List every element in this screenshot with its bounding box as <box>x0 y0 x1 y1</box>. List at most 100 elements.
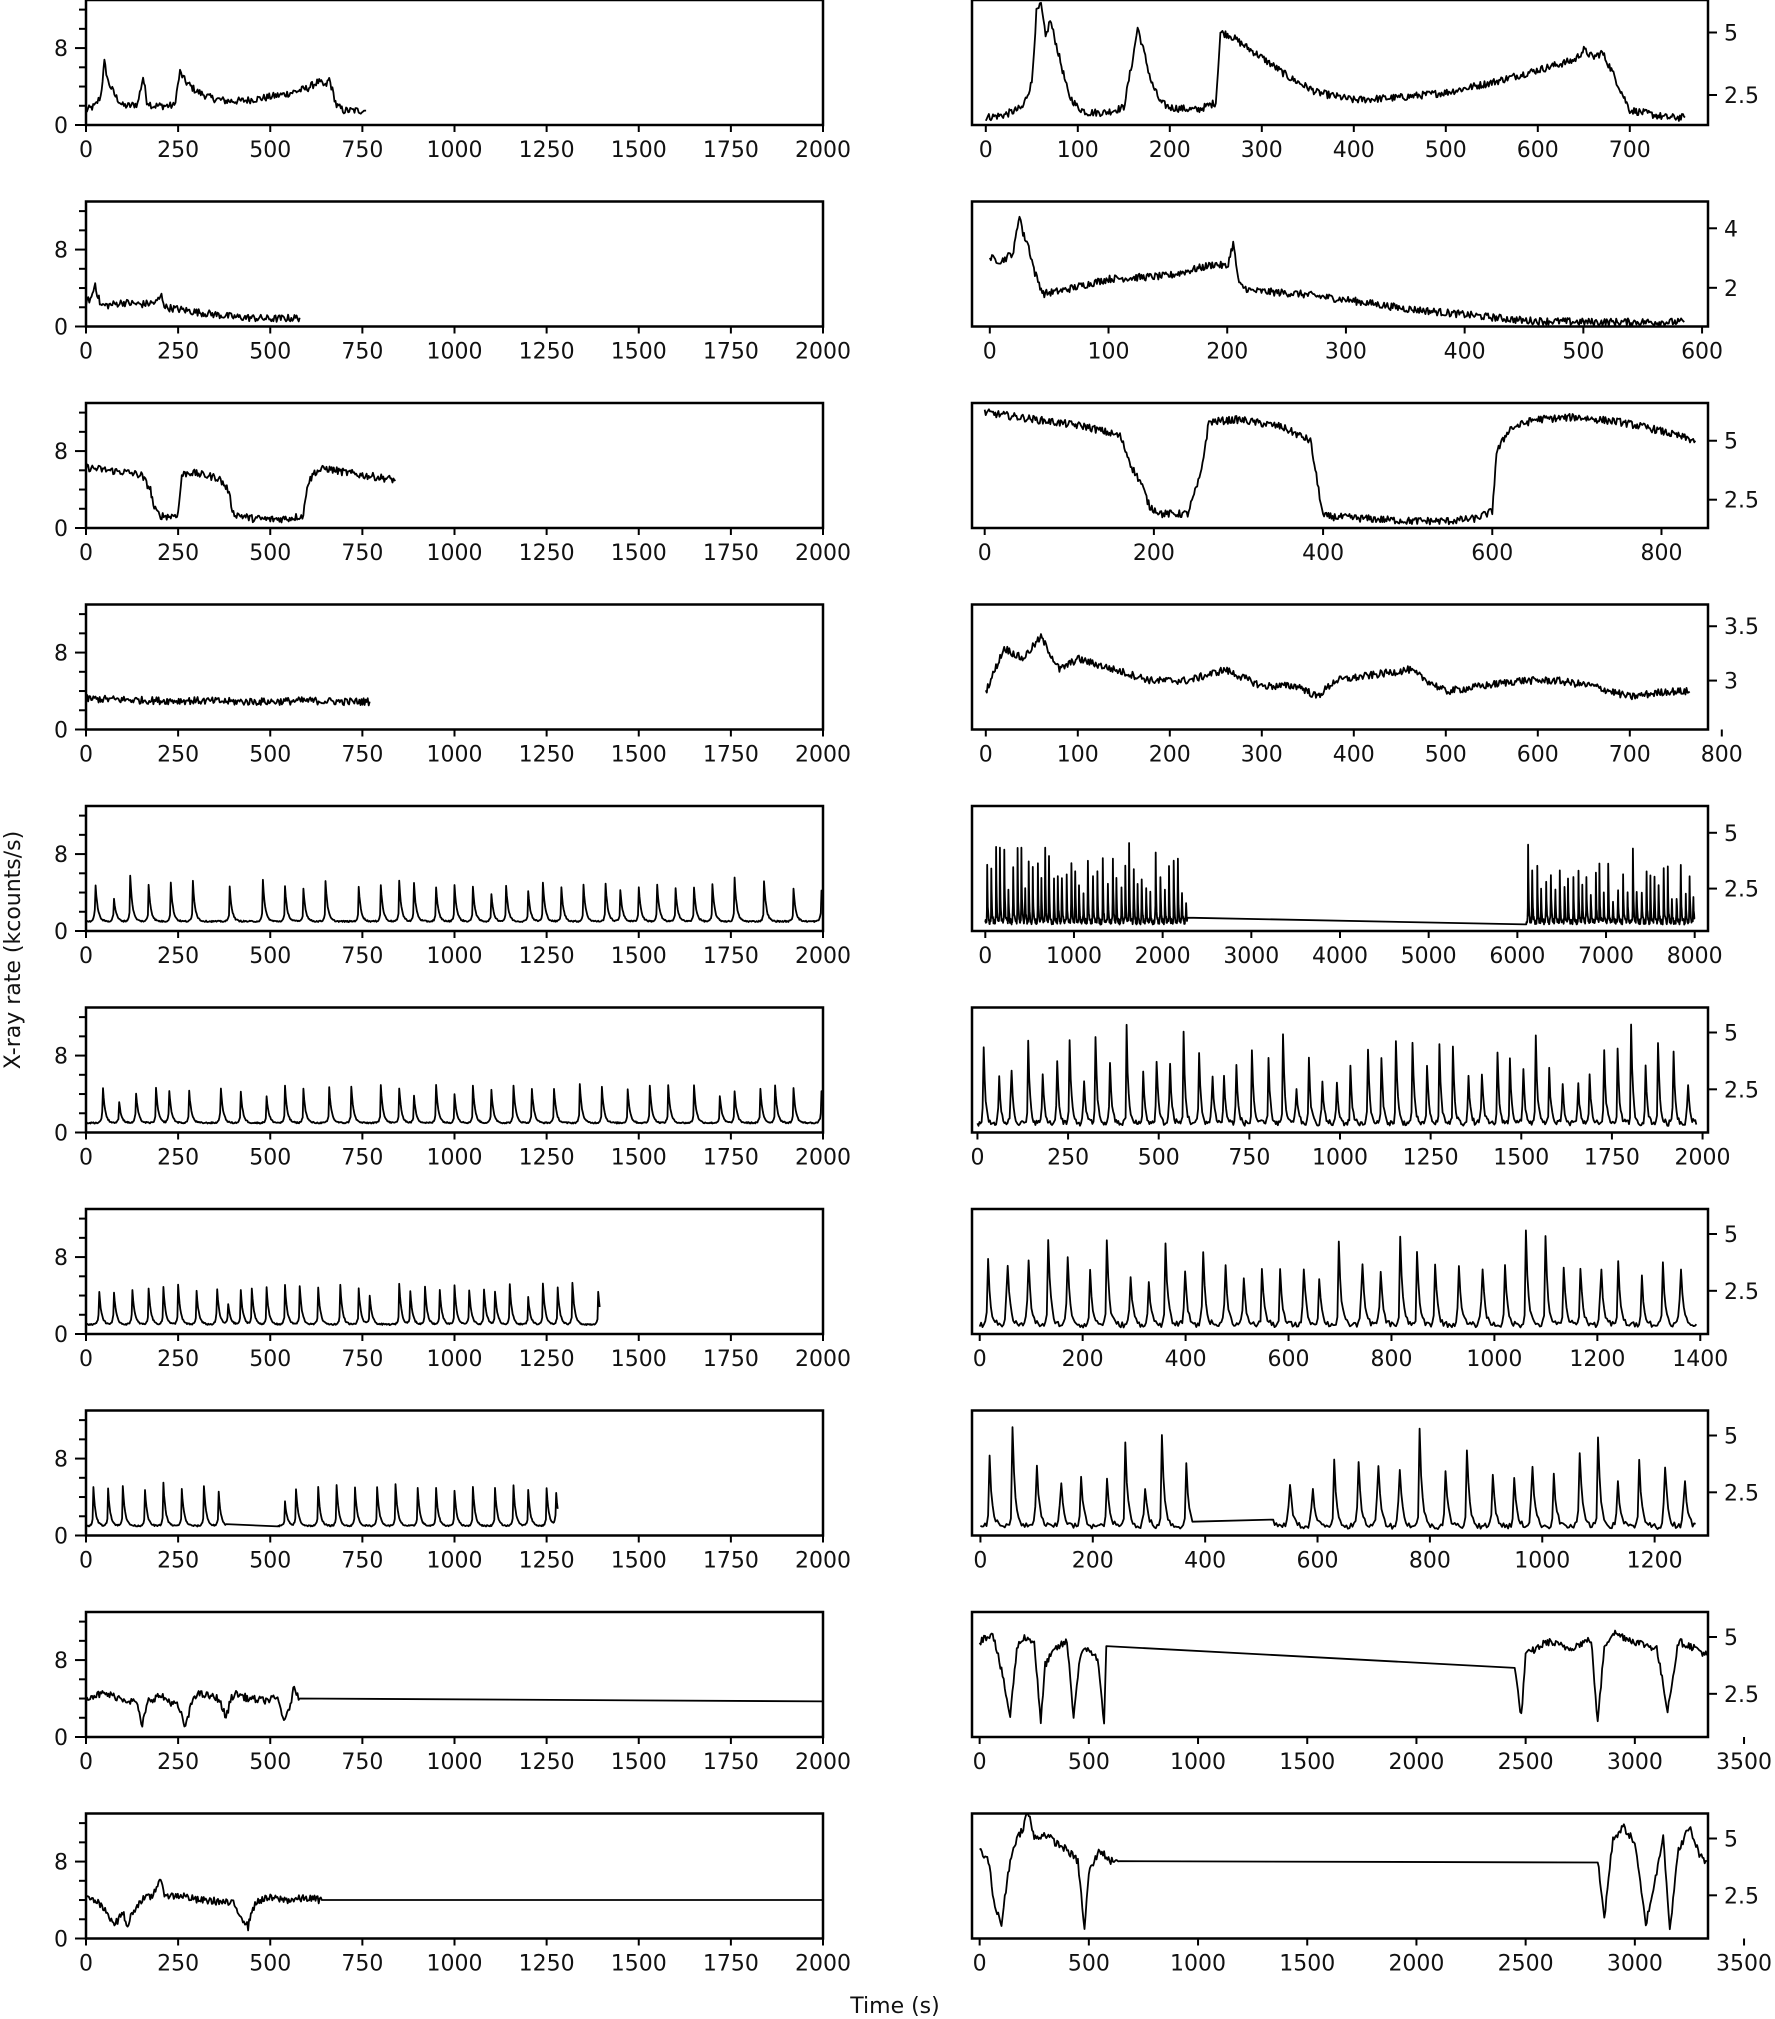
x-tick-label: 500 <box>1068 1952 1110 1977</box>
x-tick-label: 0 <box>979 138 993 163</box>
y-axis-title: X-ray rate (kcounts/s) <box>1 831 26 1069</box>
x-tick-label: 1250 <box>1403 1146 1459 1171</box>
x-tick-label: 2000 <box>795 1549 851 1574</box>
light-curve-line <box>85 463 396 524</box>
x-tick-label: 750 <box>341 1146 383 1171</box>
x-tick-label: 0 <box>973 1549 987 1574</box>
y-tick-label: 0 <box>54 719 68 744</box>
y-tick-label: 8 <box>54 1851 68 1876</box>
panel-row10-left: 0 250 500 750 1000 1250 1500 1750 2000 0 8 <box>54 1812 851 1977</box>
x-tick-label: 1750 <box>703 340 759 365</box>
x-tick-label: 1000 <box>1170 1952 1226 1977</box>
x-tick-label: 7000 <box>1578 944 1634 969</box>
x-tick-label: 1000 <box>427 944 483 969</box>
light-curve-line <box>85 58 367 115</box>
x-tick-label: 2000 <box>1388 1952 1444 1977</box>
x-tick-label: 0 <box>79 944 93 969</box>
x-tick-label: 2000 <box>795 138 851 163</box>
x-tick-label: 1000 <box>427 1549 483 1574</box>
x-tick-label: 400 <box>1333 743 1375 768</box>
y-tick-label: 2.5 <box>1724 878 1759 903</box>
plot-frame <box>84 0 825 127</box>
x-tick-label: 1000 <box>1046 944 1102 969</box>
light-curve-line <box>983 408 1697 526</box>
y-tick-label: 5 <box>1724 430 1738 455</box>
x-tick-label: 0 <box>79 743 93 768</box>
y-tick-label: 8 <box>54 1448 68 1473</box>
x-tick-label: 0 <box>979 743 993 768</box>
y-tick-label: 8 <box>54 440 68 465</box>
y-tick-label: 5 <box>1724 1626 1738 1651</box>
x-tick-label: 4000 <box>1312 944 1368 969</box>
light-curve-line <box>978 1629 1708 1725</box>
x-tick-label: 500 <box>249 1750 291 1775</box>
panel-row2-left: 0 250 500 750 1000 1250 1500 1750 2000 0 8 <box>54 200 851 365</box>
light-curve-line <box>988 215 1685 327</box>
x-tick-label: 2500 <box>1498 1750 1554 1775</box>
x-tick-label: 500 <box>249 138 291 163</box>
x-tick-label: 1500 <box>1279 1750 1335 1775</box>
x-tick-label: 1250 <box>519 340 575 365</box>
y-tick-label: 2.5 <box>1724 1481 1759 1506</box>
x-tick-label: 500 <box>1068 1750 1110 1775</box>
x-tick-label: 2500 <box>1498 1952 1554 1977</box>
x-tick-label: 250 <box>157 138 199 163</box>
x-tick-label: 1500 <box>1279 1952 1335 1977</box>
x-tick-label: 0 <box>79 541 93 566</box>
x-tick-label: 250 <box>157 1750 199 1775</box>
x-tick-label: 600 <box>1297 1549 1339 1574</box>
light-curve-line <box>979 1812 1708 1931</box>
x-tick-label: 1750 <box>703 944 759 969</box>
x-tick-label: 1250 <box>519 541 575 566</box>
x-tick-label: 750 <box>341 1750 383 1775</box>
x-tick-label: 1750 <box>703 541 759 566</box>
x-tick-label: 250 <box>157 1549 199 1574</box>
x-tick-label: 500 <box>249 340 291 365</box>
x-tick-label: 1000 <box>427 1146 483 1171</box>
light-curve-line <box>85 1083 824 1125</box>
x-tick-label: 5000 <box>1401 944 1457 969</box>
x-tick-label: 250 <box>157 340 199 365</box>
x-tick-label: 500 <box>1425 743 1467 768</box>
x-tick-label: 1000 <box>427 1750 483 1775</box>
x-tick-label: 1200 <box>1569 1347 1625 1372</box>
x-tick-label: 1500 <box>611 1952 667 1977</box>
x-tick-label: 2000 <box>1675 1146 1731 1171</box>
light-curve-line <box>984 1 1686 122</box>
x-tick-label: 100 <box>1057 743 1099 768</box>
plot-frame <box>970 401 1710 530</box>
x-tick-label: 750 <box>341 340 383 365</box>
x-tick-label: 1000 <box>427 138 483 163</box>
y-tick-label: 8 <box>54 843 68 868</box>
y-tick-label: 2.5 <box>1724 489 1759 514</box>
x-tick-label: 500 <box>249 1146 291 1171</box>
x-tick-label: 1200 <box>1627 1549 1683 1574</box>
light-curve-line <box>85 1281 601 1326</box>
y-tick-label: 3.5 <box>1724 615 1759 640</box>
x-tick-label: 3500 <box>1716 1952 1772 1977</box>
y-tick-label: 0 <box>54 920 68 945</box>
x-tick-label: 1250 <box>519 1347 575 1372</box>
light-curve-line <box>979 1426 1696 1530</box>
y-tick-label: 0 <box>54 1726 68 1751</box>
y-tick-label: 8 <box>54 1649 68 1674</box>
y-tick-label: 2.5 <box>1724 1683 1759 1708</box>
x-tick-label: 1500 <box>611 743 667 768</box>
panel-row5-left: 0 250 500 750 1000 1250 1500 1750 2000 0 8 <box>54 804 851 969</box>
x-tick-label: 1500 <box>611 138 667 163</box>
x-tick-label: 1750 <box>703 138 759 163</box>
panel-row4-left: 0 250 500 750 1000 1250 1500 1750 2000 0 8 <box>54 603 851 768</box>
x-tick-label: 200 <box>1149 138 1191 163</box>
x-tick-label: 1500 <box>611 1146 667 1171</box>
x-tick-label: 1000 <box>427 340 483 365</box>
x-tick-label: 800 <box>1370 1347 1412 1372</box>
x-tick-label: 500 <box>249 1549 291 1574</box>
x-tick-label: 0 <box>79 138 93 163</box>
x-tick-label: 1500 <box>1493 1146 1549 1171</box>
x-tick-label: 300 <box>1325 340 1367 365</box>
x-tick-label: 400 <box>1165 1347 1207 1372</box>
x-tick-label: 1000 <box>427 1952 483 1977</box>
y-tick-label: 8 <box>54 1246 68 1271</box>
light-curve-line <box>85 694 371 707</box>
